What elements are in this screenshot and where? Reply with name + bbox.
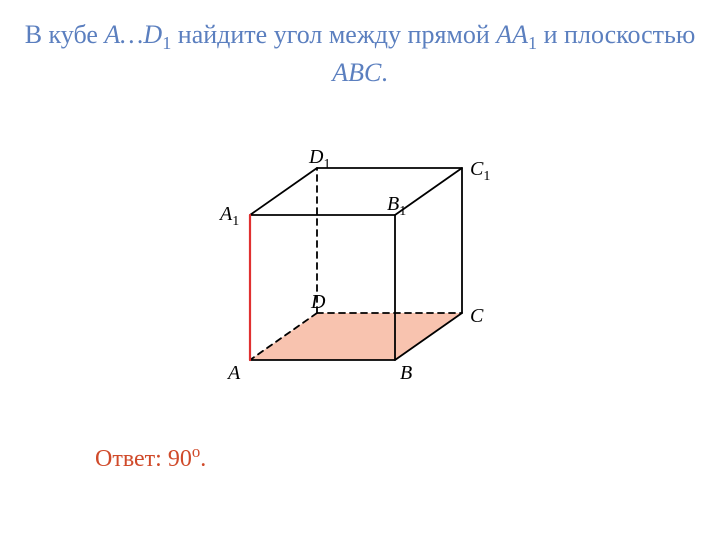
title-prefix: В кубе xyxy=(25,20,105,49)
answer-value: 90 xyxy=(168,446,192,472)
vertex-label-A1: A1 xyxy=(220,203,239,230)
vertex-label-C1: C1 xyxy=(470,158,490,185)
cube-svg xyxy=(215,115,515,395)
vertex-label-D: D xyxy=(311,291,325,314)
vertex-label-B1: B1 xyxy=(387,193,406,220)
title-cube-sub: 1 xyxy=(162,33,171,53)
answer-degree: o xyxy=(192,442,200,461)
title-mid: найдите угол между прямой xyxy=(171,20,496,49)
vertex-label-C: C xyxy=(470,305,483,328)
title-line-name: AA xyxy=(496,20,528,49)
title-plane-name: ABC xyxy=(332,58,381,87)
title-mid2: и плоскостью xyxy=(537,20,695,49)
answer-label: Ответ: xyxy=(95,446,168,472)
vertex-label-D1: D1 xyxy=(309,146,330,173)
vertex-label-B: B xyxy=(400,362,412,385)
cube-diagram: A B C D A1 B1 C1 D1 xyxy=(215,115,515,395)
problem-title: В кубе A…D1 найдите угол между прямой AA… xyxy=(0,0,720,90)
title-line-sub: 1 xyxy=(528,33,537,53)
title-cube-name: A…D xyxy=(104,20,162,49)
answer-text: Ответ: 90o. xyxy=(95,442,206,473)
title-suffix: . xyxy=(381,58,388,87)
answer-suffix: . xyxy=(200,446,206,472)
vertex-label-A: A xyxy=(228,362,240,385)
